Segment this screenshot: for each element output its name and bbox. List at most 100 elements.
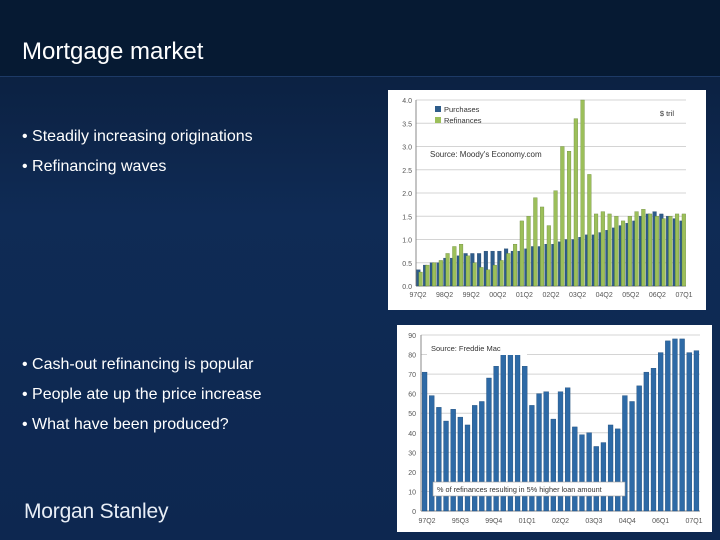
y-tick-label: 2.5 — [402, 168, 412, 175]
legend-swatch-refinances — [435, 117, 441, 123]
refi-share-bar — [615, 428, 621, 512]
x-tick-label: 97Q2 — [418, 518, 435, 525]
x-tick-label: 01Q2 — [516, 292, 533, 299]
refi-share-bar — [486, 377, 492, 512]
refi-share-bar — [429, 395, 435, 512]
source-label: Source: Moody's Economy.com — [430, 150, 542, 159]
refi-share-bar — [672, 338, 678, 512]
refinances-bar — [634, 211, 639, 287]
x-tick-label: 99Q2 — [463, 292, 480, 299]
refinances-bar — [540, 206, 545, 287]
refinances-bar — [452, 246, 457, 287]
refi-share-bar — [421, 371, 428, 512]
y-tick-label: 1.5 — [402, 214, 412, 221]
refinances-bar — [519, 220, 524, 287]
refi-share-bar — [522, 366, 528, 512]
y-tick-label: 3.5 — [402, 121, 412, 128]
refinances-bar — [681, 213, 686, 287]
source-label-bg — [427, 341, 527, 355]
bullet-item: • Refinancing waves — [22, 158, 167, 175]
refi-share-bar — [636, 385, 642, 512]
x-tick-label: 98Q2 — [436, 292, 453, 299]
refinances-bar — [607, 213, 612, 287]
annotation-box — [432, 481, 626, 497]
refi-share-bar — [629, 401, 635, 512]
refinances-bar — [499, 260, 504, 287]
refi-share-bar — [464, 424, 471, 512]
bullet-list-top: • Steadily increasing originations • Ref… — [22, 128, 253, 188]
refi-share-bar — [572, 426, 578, 512]
refi-share-bar — [529, 405, 535, 512]
slide-title: Mortgage market — [22, 38, 204, 65]
refi-share-bar — [557, 391, 564, 512]
y-tick-label: 30 — [408, 450, 416, 457]
unit-label: $ tril — [660, 109, 675, 118]
bullet-item: • People ate up the price increase — [22, 386, 262, 403]
refi-share-bar — [565, 387, 571, 512]
refi-share-bar — [665, 340, 671, 512]
refinances-bar — [573, 118, 578, 287]
title-bar: Mortgage market — [0, 0, 720, 77]
refi-share-bar — [493, 366, 499, 512]
refinances-bar — [546, 225, 551, 287]
y-tick-label: 40 — [408, 431, 416, 438]
refi-share-bar — [586, 432, 592, 512]
refinances-bar — [533, 197, 538, 287]
refinances-bar — [465, 255, 470, 287]
x-tick-label: 95Q3 — [452, 518, 469, 525]
refinances-bar — [641, 209, 646, 287]
refi-share-bar — [536, 393, 542, 512]
refinances-bar — [621, 220, 626, 287]
refinances-bar — [486, 269, 491, 287]
y-tick-label: 0 — [412, 509, 416, 516]
refinances-bar — [594, 213, 599, 287]
y-tick-label: 1.0 — [402, 238, 412, 245]
refi-share-bar — [443, 420, 449, 512]
refinances-bar — [654, 216, 659, 287]
refinances-bar — [614, 216, 619, 287]
refi-share-bar — [643, 371, 649, 512]
annotation-label: % of refinances resulting in 5% higher l… — [437, 485, 602, 494]
bullet-item: • Steadily increasing originations — [22, 128, 253, 145]
refi-share-bar — [622, 395, 628, 512]
legend-swatch-purchases — [435, 106, 441, 112]
x-tick-label: 99Q4 — [485, 518, 502, 525]
x-tick-label: 03Q2 — [569, 292, 586, 299]
refi-share-bar — [436, 407, 442, 512]
refinances-bar — [668, 216, 673, 287]
refi-share-bar — [600, 442, 607, 512]
y-tick-label: 10 — [408, 489, 416, 496]
y-tick-label: 3.0 — [402, 145, 412, 152]
y-tick-label: 4.0 — [402, 98, 412, 105]
y-tick-label: 90 — [408, 333, 416, 340]
morgan-stanley-logo: Morgan Stanley — [24, 500, 169, 523]
refinances-bar — [513, 243, 518, 287]
x-tick-label: 00Q2 — [489, 292, 506, 299]
bullet-item: • Cash-out refinancing is popular — [22, 356, 254, 373]
y-tick-label: 50 — [408, 411, 416, 418]
refi-share-bar — [479, 401, 485, 512]
refinances-bar — [418, 271, 423, 287]
refi-share-bar — [543, 391, 549, 512]
refinances-bar — [432, 262, 437, 287]
x-tick-label: 02Q2 — [542, 292, 559, 299]
refinances-bar — [425, 264, 430, 287]
refinances-bar — [600, 211, 605, 287]
refinances-bar — [438, 260, 443, 287]
refi-share-bar — [579, 434, 585, 512]
x-tick-label: 97Q2 — [409, 292, 426, 299]
refinances-bar — [445, 253, 450, 287]
x-tick-label: 07Q1 — [675, 292, 692, 299]
refi-share-bar — [607, 424, 614, 512]
refinances-bar — [472, 262, 477, 287]
refinances-bar — [560, 146, 565, 287]
refi-share-bar — [593, 446, 599, 512]
y-tick-label: 2.0 — [402, 191, 412, 198]
purchases-bar — [483, 250, 488, 287]
refinances-bar — [553, 190, 558, 287]
refinances-bar — [492, 264, 497, 287]
refi-share-bar — [650, 368, 657, 512]
originations-chart: 4.0 3.5 3.0 2.5 2.0 1.5 1.0 0.5 0.0 97Q2 98Q2 99Q2 0… — [388, 90, 706, 310]
source-label: Source: Freddie Mac — [431, 344, 501, 353]
